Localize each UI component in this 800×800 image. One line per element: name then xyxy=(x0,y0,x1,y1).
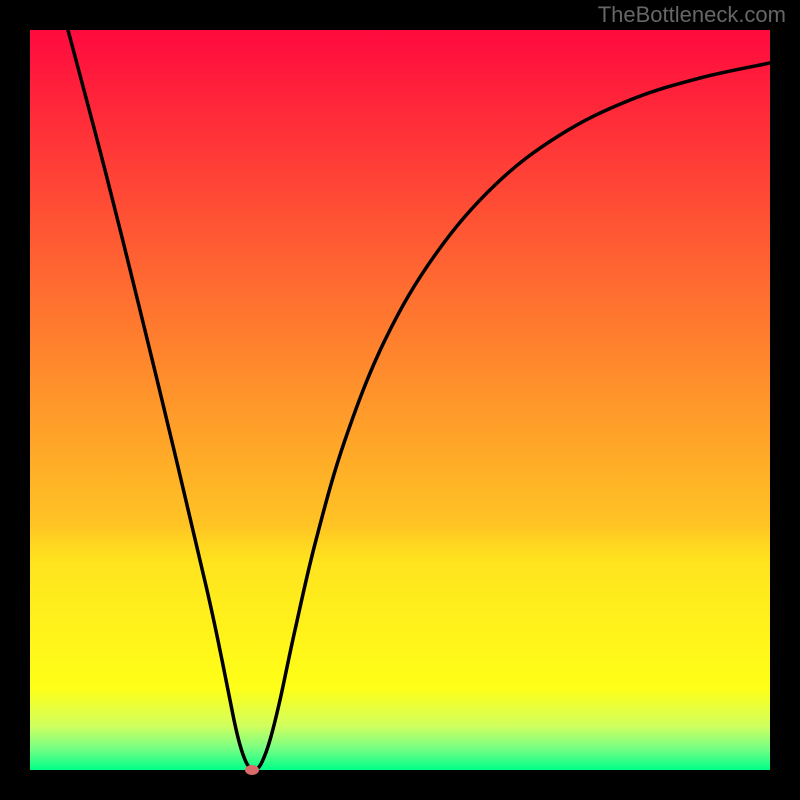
watermark-text: TheBottleneck.com xyxy=(598,2,786,28)
optimal-marker xyxy=(245,765,259,775)
curve-path xyxy=(68,30,770,771)
bottleneck-curve xyxy=(0,0,800,800)
chart-container: TheBottleneck.com xyxy=(0,0,800,800)
